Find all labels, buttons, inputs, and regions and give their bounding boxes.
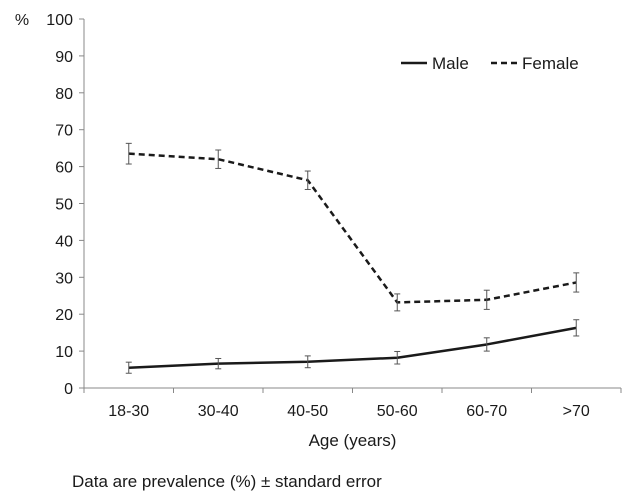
axes: 0 10 20 30 40 50 60 70 80 90 100% 18-30 30-40 40-50 50… bbox=[15, 12, 622, 450]
x-tick-label: 60-70 bbox=[466, 403, 507, 420]
y-axis-label: % bbox=[15, 12, 29, 29]
y-tick-label: 10 bbox=[55, 344, 73, 361]
male-series-line bbox=[128, 326, 577, 369]
y-tick-label: 30 bbox=[55, 270, 73, 287]
y-tick-label: 70 bbox=[55, 123, 73, 140]
y-tick-label: 50 bbox=[55, 197, 73, 214]
y-tick-label: 90 bbox=[55, 49, 73, 66]
legend: Male Female bbox=[401, 54, 579, 73]
plot-marks bbox=[125, 142, 580, 374]
legend-label-female: Female bbox=[522, 54, 579, 73]
y-tick-label: 20 bbox=[55, 307, 73, 324]
x-tick-label: 18-30 bbox=[108, 403, 149, 420]
x-tick-label: 50-60 bbox=[377, 403, 418, 420]
y-tick-label: 0 bbox=[64, 381, 73, 398]
x-axis-label: Age (years) bbox=[309, 431, 397, 450]
x-tick-label: >70 bbox=[563, 403, 590, 420]
y-tick-label: 40 bbox=[55, 233, 73, 250]
y-tick-label: 80 bbox=[55, 86, 73, 103]
female-series-line bbox=[128, 152, 577, 304]
x-tick-label: 40-50 bbox=[287, 403, 328, 420]
y-tick-label: 60 bbox=[55, 160, 73, 177]
legend-label-male: Male bbox=[432, 54, 469, 73]
y-tick-label: 100 bbox=[46, 12, 73, 29]
x-tick-label: 30-40 bbox=[198, 403, 239, 420]
footnote: Data are prevalence (%) ± standard error bbox=[72, 472, 382, 491]
